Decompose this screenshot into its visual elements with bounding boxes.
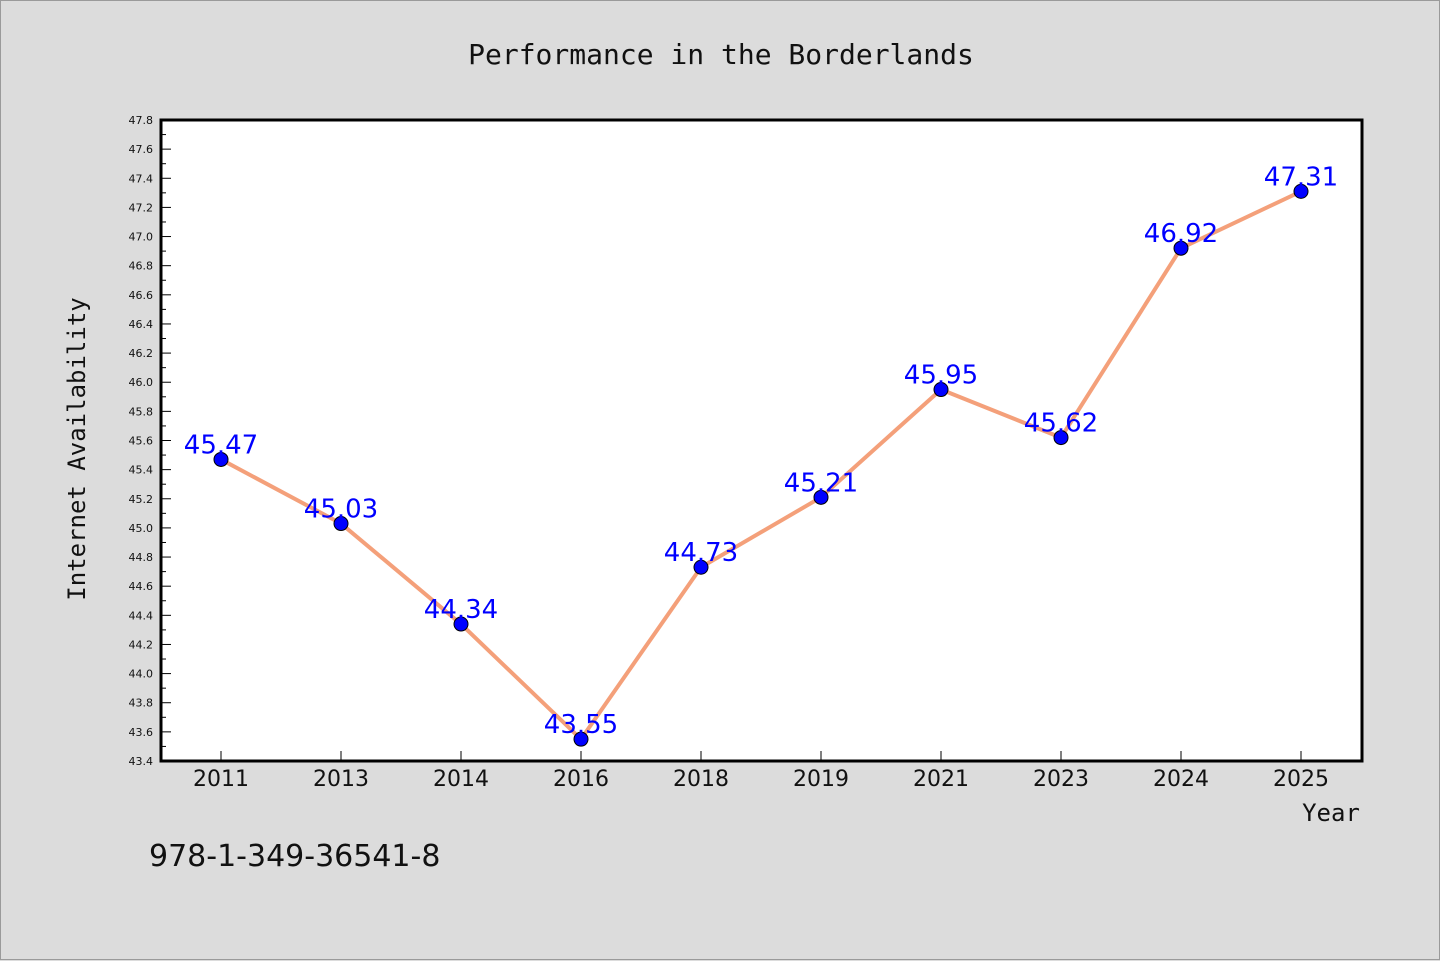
y-tick-label: 46.6 (129, 289, 154, 302)
data-point (933, 382, 949, 398)
x-tick-label: 2014 (433, 767, 489, 792)
data-point (1173, 240, 1189, 256)
y-tick-label: 45.4 (129, 464, 154, 477)
isbn-text: 978-1-349-36541-8 (149, 839, 440, 874)
y-axis: 43.4 43.6 43.8 44.0 44.2 44.4 44.6 44.8 45.0 45.2… (129, 114, 171, 768)
y-tick-label: 44.2 (129, 638, 154, 651)
y-tick-label: 43.8 (129, 697, 154, 710)
y-tick-label: 47.6 (129, 143, 154, 156)
y-tick-label: 47.2 (129, 201, 154, 214)
series-line (220, 189, 1302, 742)
y-tick-label: 47.8 (129, 114, 154, 127)
x-axis-title: Year (1302, 799, 1360, 827)
x-tick-label: 2021 (913, 767, 969, 792)
y-tick-label: 45.2 (129, 493, 154, 506)
data-point (693, 559, 709, 575)
data-label: 44.34 (424, 595, 498, 625)
y-tick-label: 44.6 (129, 580, 154, 593)
data-label: 44.73 (664, 538, 738, 568)
y-tick-label: 46.4 (129, 318, 154, 331)
x-tick-label: 2025 (1273, 767, 1329, 792)
y-tick-label: 45.6 (129, 435, 154, 448)
y-tick-label: 43.4 (129, 755, 154, 768)
y-tick-label: 46.2 (129, 347, 154, 360)
data-label: 43.55 (544, 710, 618, 740)
data-label: 47.31 (1264, 162, 1338, 192)
x-tick-label: 2016 (553, 767, 609, 792)
chart-title: Performance in the Borderlands (468, 38, 974, 71)
y-tick-label: 44.8 (129, 551, 154, 564)
data-label: 45.95 (904, 361, 978, 391)
data-point (573, 731, 589, 747)
y-tick-label: 47.0 (129, 231, 154, 244)
data-label: 46.92 (1144, 219, 1218, 249)
data-point (813, 489, 829, 505)
y-tick-label: 43.6 (129, 726, 154, 739)
data-label: 45.21 (784, 468, 858, 498)
y-tick-label: 44.0 (129, 668, 154, 681)
y-tick-label: 47.4 (129, 172, 154, 185)
data-point (1053, 430, 1069, 446)
data-point (213, 451, 229, 467)
plot-area (159, 118, 1364, 763)
data-point (453, 616, 469, 632)
y-tick-label: 46.8 (129, 260, 154, 273)
x-axis: 2011 2013 2014 2016 2018 2019 2021 2023 2024 2025 (193, 751, 1329, 792)
y-axis-title: Internet Availability (63, 297, 91, 600)
y-tick-label: 46.0 (129, 376, 154, 389)
series-line-group: 45.47 45.03 44.34 43.55 44.73 45.21 45.95 45.62… (184, 162, 1338, 747)
data-point (1293, 183, 1309, 199)
x-tick-label: 2019 (793, 767, 849, 792)
x-tick-label: 2024 (1153, 767, 1209, 792)
y-tick-label: 45.8 (129, 405, 154, 418)
data-point (333, 516, 349, 532)
data-label: 45.62 (1024, 409, 1098, 439)
x-tick-label: 2023 (1033, 767, 1089, 792)
x-tick-label: 2018 (673, 767, 729, 792)
y-tick-label: 44.4 (129, 609, 154, 622)
y-tick-label: 45.0 (129, 522, 154, 535)
x-tick-label: 2013 (313, 767, 369, 792)
data-label: 45.47 (184, 430, 258, 460)
x-tick-label: 2011 (193, 767, 249, 792)
data-label: 45.03 (304, 495, 378, 525)
